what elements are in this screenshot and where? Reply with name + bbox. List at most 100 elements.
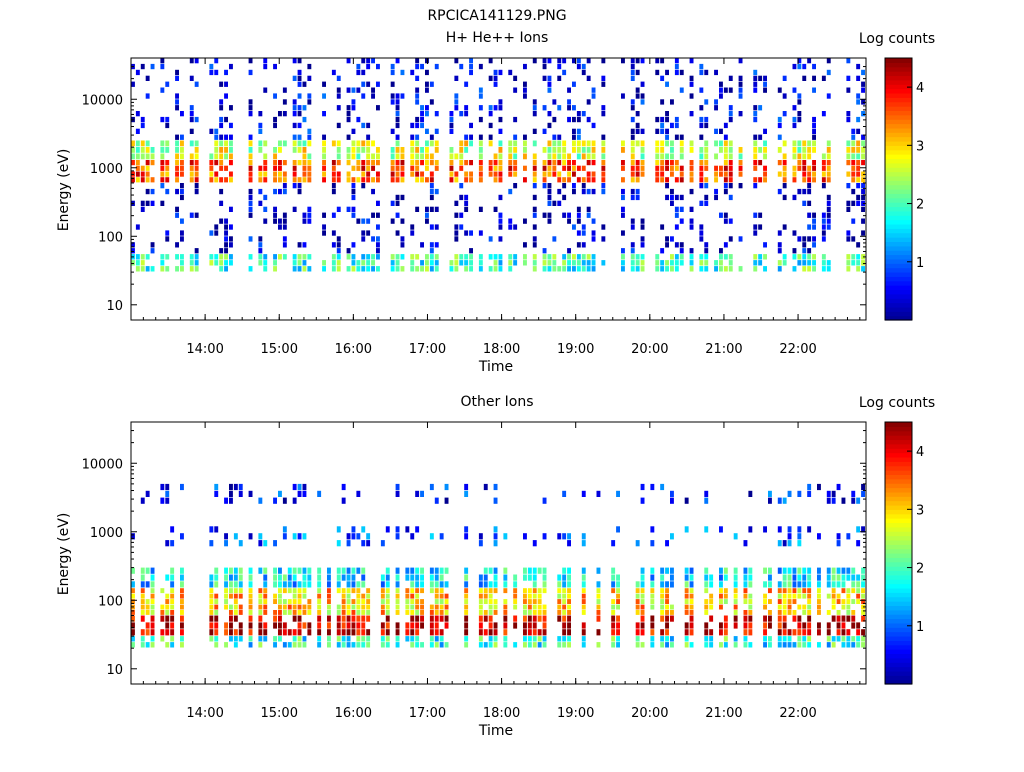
plot-frame <box>130 421 867 685</box>
spectrogram-cell <box>194 165 199 171</box>
spectrogram-cell <box>787 642 792 648</box>
spectrogram-cell <box>346 105 351 111</box>
spectrogram-cell <box>802 610 807 615</box>
spectrogram-cell <box>464 581 469 588</box>
spectrogram-cell <box>307 63 312 70</box>
spectrogram-cell <box>140 642 145 648</box>
spectrogram-cell <box>684 574 689 581</box>
spectrogram-cell <box>523 574 527 581</box>
spectrogram-cell <box>410 171 415 177</box>
spectrogram-cell <box>704 153 709 160</box>
spectrogram-cell <box>317 615 322 622</box>
spectrogram-cell <box>611 642 616 648</box>
spectrogram-cell <box>621 230 625 236</box>
spectrogram-cell <box>591 177 596 183</box>
spectrogram-cell <box>336 254 341 260</box>
spectrogram-cell <box>356 266 361 272</box>
spectrogram-cell <box>145 622 150 629</box>
spectrogram-cell <box>263 218 268 224</box>
spectrogram-cell <box>591 188 596 195</box>
spectrogram-cell <box>219 105 224 111</box>
spectrogram-cell <box>361 147 366 153</box>
spectrogram-cell <box>229 610 233 615</box>
spectrogram-cell <box>361 574 366 581</box>
spectrogram-cell <box>753 105 758 111</box>
spectrogram-cell <box>660 615 665 622</box>
spectrogram-cell <box>464 200 469 206</box>
spectrogram-cell <box>640 236 645 242</box>
spectrogram-cell <box>420 622 424 629</box>
spectrogram-cell <box>591 254 596 260</box>
spectrogram-cell <box>777 266 782 272</box>
spectrogram-cell <box>699 147 704 153</box>
spectrogram-cell <box>415 254 420 260</box>
spectrogram-cell <box>856 177 861 183</box>
spectrogram-cell <box>557 200 562 206</box>
spectrogram-cell <box>292 593 297 599</box>
spectrogram-cell <box>630 188 635 195</box>
spectrogram-cell <box>611 599 616 604</box>
spectrogram-cell <box>616 642 620 648</box>
spectrogram-cell <box>420 581 424 588</box>
spectrogram-cell <box>341 567 346 574</box>
spectrogram-cell <box>307 610 312 615</box>
spectrogram-cell <box>572 81 576 87</box>
spectrogram-cell <box>248 622 253 629</box>
spectrogram-cell <box>714 188 718 195</box>
spectrogram-cell <box>346 177 351 183</box>
spectrogram-cell <box>562 177 567 183</box>
spectrogram-cell <box>674 69 679 76</box>
spectrogram-cell <box>336 622 341 629</box>
spectrogram-cell <box>371 160 375 166</box>
spectrogram-cell <box>434 224 439 230</box>
spectrogram-cell <box>567 615 571 622</box>
spectrogram-cell <box>400 266 405 272</box>
spectrogram-cell <box>846 636 851 642</box>
spectrogram-cell <box>229 224 233 230</box>
spectrogram-cell <box>562 599 567 604</box>
spectrogram-cell <box>567 593 571 599</box>
colorbar-segment <box>885 293 912 299</box>
spectrogram-cell <box>557 615 562 622</box>
spectrogram-cell <box>503 615 508 622</box>
spectrogram-plot: 14:00 15:00 16:00 17:00 18:00 19:00 20:00 21:00… <box>82 421 867 721</box>
spectrogram-cell <box>297 599 302 604</box>
spectrogram-cell <box>689 260 694 266</box>
spectrogram-cell <box>846 200 851 206</box>
spectrogram-cell <box>532 58 537 64</box>
spectrogram-cell <box>807 147 812 153</box>
spectrogram-cell <box>674 160 679 166</box>
spectrogram-cell <box>562 615 567 622</box>
spectrogram-cell <box>557 636 562 642</box>
spectrogram-cell <box>836 581 841 588</box>
spectrogram-cell <box>581 540 586 547</box>
spectrogram-cell <box>385 593 390 599</box>
spectrogram-cell <box>429 206 434 212</box>
spectrogram-cell <box>180 636 184 642</box>
spectrogram-cell <box>273 165 277 171</box>
spectrogram-cell <box>851 218 856 224</box>
spectrogram-cell <box>523 254 527 260</box>
spectrogram-cell <box>224 236 228 242</box>
spectrogram-cell <box>140 153 145 160</box>
spectrogram-cell <box>415 206 420 212</box>
x-tick-label: 21:00 <box>705 706 742 721</box>
spectrogram-cell <box>586 266 591 272</box>
spectrogram-cell <box>135 69 140 76</box>
spectrogram-cell <box>469 266 473 272</box>
spectrogram-cell <box>248 629 253 636</box>
spectrogram-cell <box>851 567 856 574</box>
spectrogram-cell <box>562 194 567 201</box>
spectrogram-cell <box>444 604 449 610</box>
spectrogram-cell <box>385 588 390 594</box>
spectrogram-cell <box>493 629 498 636</box>
spectrogram-cell <box>596 615 601 622</box>
spectrogram-cell <box>753 254 758 260</box>
spectrogram-cell <box>753 81 758 87</box>
spectrogram-cell <box>273 177 277 183</box>
colorbar-segment <box>885 456 912 462</box>
spectrogram-cell <box>846 230 851 236</box>
spectrogram-cell <box>812 254 816 260</box>
spectrogram-cell <box>679 171 684 177</box>
spectrogram-cell <box>763 599 767 604</box>
